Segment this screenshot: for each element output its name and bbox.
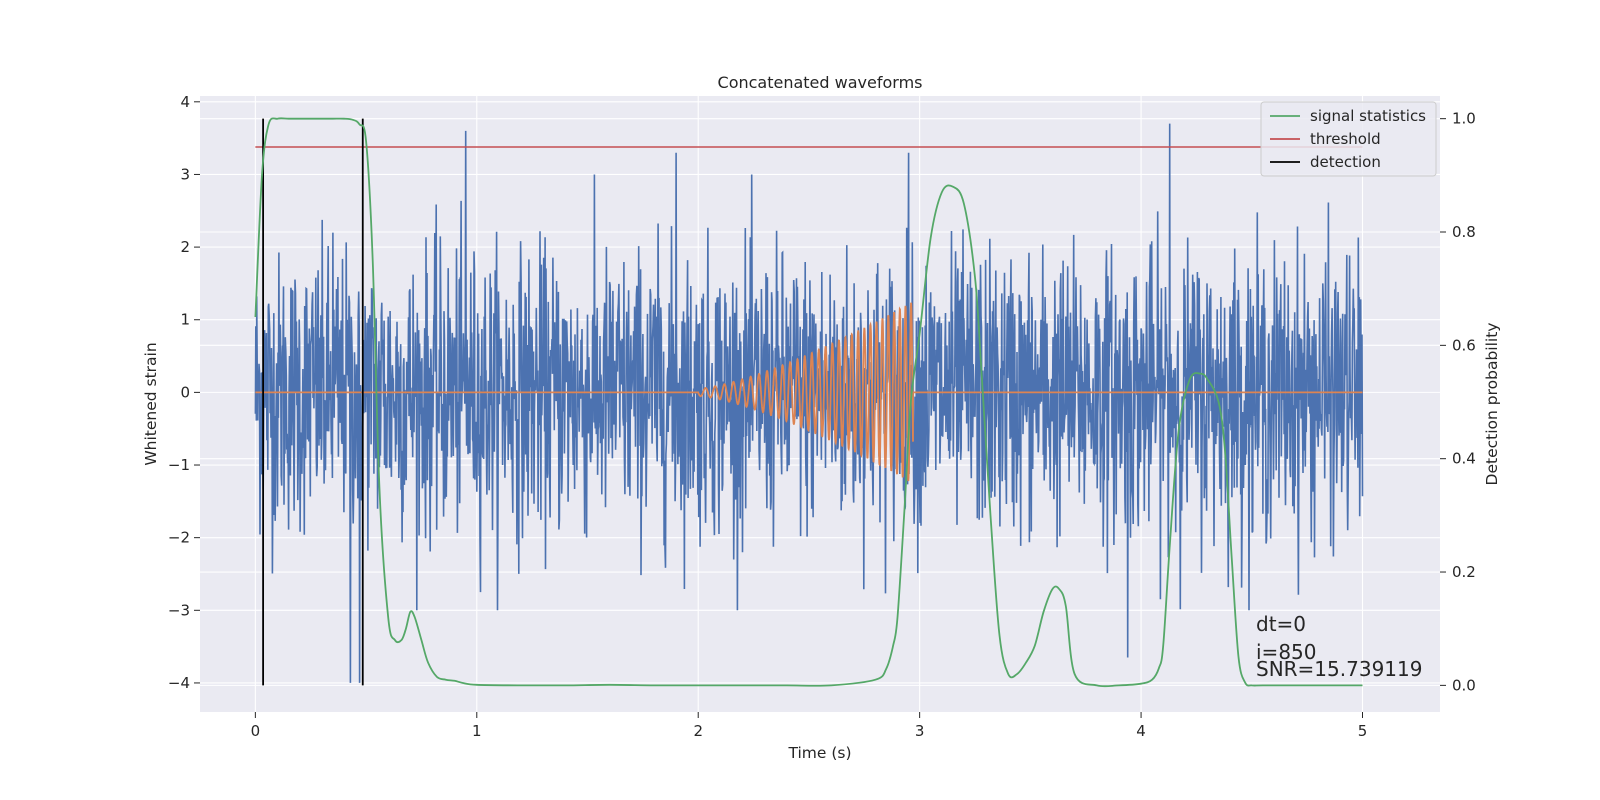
y2-tick-label-5: 1.0 <box>1452 110 1476 128</box>
detection-lines <box>262 118 364 686</box>
x-tick-label-4: 4 <box>1136 722 1146 740</box>
y-tick-label-1: −3 <box>168 601 190 619</box>
whitened-strain-series <box>254 123 1364 683</box>
y-tick-label-3: −1 <box>168 456 190 474</box>
x-axis-ticks: 0 1 2 3 4 5 <box>251 712 1368 740</box>
legend-label-threshold: threshold <box>1310 130 1381 148</box>
legend-label-signal-statistics: signal statistics <box>1310 107 1426 125</box>
y2-tick-label-0: 0.0 <box>1452 676 1476 694</box>
y-axis-label: Whitened strain <box>142 342 160 465</box>
x-tick-label-1: 1 <box>472 722 482 740</box>
template-waveform-series <box>255 302 1363 482</box>
y-tick-label-0: −4 <box>168 674 190 692</box>
x-tick-label-2: 2 <box>693 722 703 740</box>
x-tick-label-0: 0 <box>251 722 261 740</box>
signal-statistics-series <box>254 117 1363 688</box>
y2-tick-label-4: 0.8 <box>1452 223 1476 241</box>
y-tick-label-6: 2 <box>180 238 190 256</box>
y-axis-ticks: −4 −3 −2 −1 0 1 2 3 4 <box>168 93 200 692</box>
chart-title: Concatenated waveforms <box>718 73 923 92</box>
legend-box <box>1260 101 1437 177</box>
y-tick-label-8: 4 <box>180 93 190 111</box>
annotation-dt: dt=0 <box>1256 612 1306 636</box>
x-axis-label: Time (s) <box>787 744 851 762</box>
x-tick-label-5: 5 <box>1358 722 1368 740</box>
y-tick-label-2: −2 <box>168 529 190 547</box>
y2-axis-ticks: 0.0 0.2 0.4 0.6 0.8 1.0 <box>1440 110 1476 694</box>
y2-tick-label-3: 0.6 <box>1452 336 1476 354</box>
y2-tick-label-2: 0.4 <box>1452 450 1476 468</box>
annotation-i: i=850 <box>1256 640 1317 664</box>
y-tick-label-4: 0 <box>180 383 190 401</box>
y2-axis-label: Detection probability <box>1483 323 1501 486</box>
y2-tick-label-1: 0.2 <box>1452 563 1476 581</box>
x-tick-label-3: 3 <box>915 722 925 740</box>
y-tick-label-5: 1 <box>180 311 190 329</box>
legend: signal statistics threshold detection <box>1260 101 1437 177</box>
annotation-snr: SNR=15.739119 <box>1256 657 1422 681</box>
y-tick-label-7: 3 <box>180 165 190 183</box>
legend-label-detection: detection <box>1310 153 1381 171</box>
